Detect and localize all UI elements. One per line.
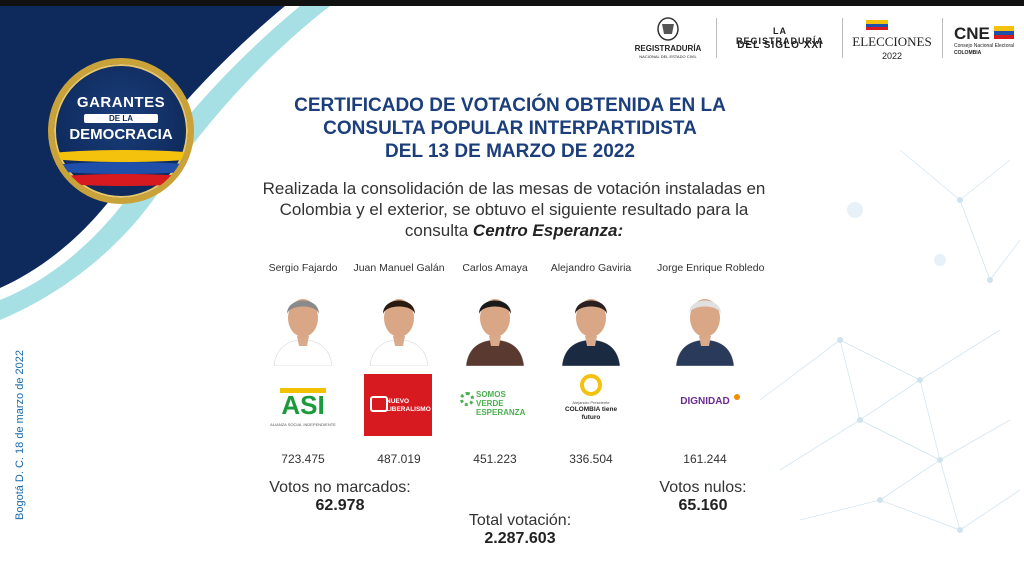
- flag-stripe-yellow: [54, 150, 188, 162]
- party-name: COLOMBIA tiene futuro: [564, 406, 618, 421]
- intro-line1: Realizada la consolidación de las mesas …: [262, 179, 766, 198]
- cne-flag-icon: [994, 26, 1014, 39]
- candidate-votes: 336.504: [569, 452, 613, 466]
- party-logo: SOMOS VERDE ESPERANZA: [460, 382, 530, 440]
- candidate-card: Jorge Enrique Robledo DIGNIDAD 161.244: [657, 262, 765, 466]
- registraduria-line2: NACIONAL DEL ESTADO CIVIL: [639, 54, 697, 59]
- garantes-democracia-badge: GARANTES DE LA DEMOCRACIA: [48, 58, 194, 204]
- candidate-card: Alejandro Gaviria Alejandro Presidente COL…: [543, 262, 639, 466]
- siglo-line2: DEL SIGLO XXI: [737, 40, 823, 51]
- no-marcados-label: Votos no marcados:: [269, 479, 411, 496]
- candidate-name: Alejandro Gaviria: [550, 262, 632, 274]
- title-line2: CONSULTA POPULAR INTERPARTIDISTA: [323, 118, 697, 139]
- cne-line2: Consejo Nacional Electoral: [954, 43, 1015, 49]
- top-bar: [0, 0, 1024, 6]
- total-label: Total votación:: [468, 512, 572, 529]
- candidate-votes: 161.244: [683, 452, 727, 466]
- title-line3: DEL 13 DE MARZO DE 2022: [385, 141, 635, 162]
- logo-separator: [842, 18, 843, 58]
- party-logo: DIGNIDAD: [670, 382, 740, 440]
- no-marcados-value: 62.978: [315, 497, 365, 514]
- elecciones-line2: 2022: [881, 51, 903, 61]
- candidate-card: Sergio Fajardo ASI ALIANZA SOCIAL INDEPEND…: [255, 262, 351, 466]
- cne-line3: COLOMBIA: [954, 50, 982, 56]
- candidate-photo: [462, 284, 528, 366]
- elecciones-logo: ELECCIONES 2022: [852, 18, 932, 64]
- candidate-name: Carlos Amaya: [462, 262, 528, 274]
- candidate-votes: 487.019: [377, 452, 421, 466]
- nulos-value: 65.160: [678, 497, 728, 514]
- party-name: ASI: [281, 390, 325, 420]
- party-subtitle: Alejandro Presidente: [572, 400, 610, 405]
- elecciones-line1: ELECCIONES: [852, 34, 932, 49]
- registraduria-logo: REGISTRADURÍA NACIONAL DEL ESTADO CIVIL: [632, 16, 704, 62]
- party-logo: ASI ALIANZA SOCIAL INDEPENDIENTE: [268, 382, 338, 440]
- votos-no-marcados: Votos no marcados: 62.978: [250, 479, 430, 515]
- nulos-label: Votos nulos:: [659, 479, 747, 496]
- candidate-card: Juan Manuel Galán NUEVO LIBERALISMO 487.01…: [351, 262, 447, 466]
- intro-line2: Colombia y el exterior, se obtuvo el sig…: [279, 200, 749, 219]
- badge-line2: DE LA: [84, 114, 158, 123]
- candidate-photo: [558, 284, 624, 366]
- registraduria-line1: REGISTRADURÍA: [634, 44, 702, 53]
- votos-nulos: Votos nulos: 65.160: [630, 479, 776, 515]
- party-logo: NUEVO LIBERALISMO: [364, 374, 434, 440]
- party-logo: Alejandro Presidente COLOMBIA tiene futur…: [556, 374, 626, 440]
- side-date: Bogotá D. C. 18 de marzo de 2022: [14, 350, 26, 520]
- logo-separator: [716, 18, 717, 58]
- coat-of-arms-icon: [657, 17, 679, 41]
- candidate-name: Sergio Fajardo: [268, 262, 338, 274]
- candidate-votes: 723.475: [281, 452, 325, 466]
- badge-line1: GARANTES: [76, 94, 166, 111]
- certificate-title: CERTIFICADO DE VOTACIÓN OBTENIDA EN LA C…: [250, 94, 770, 163]
- flag-stripe-blue: [54, 162, 188, 174]
- candidate-photo: [672, 284, 738, 366]
- siglo-line1: LA REGISTRADURÍA: [735, 26, 824, 46]
- cne-line1: CNE: [954, 24, 990, 43]
- party-subtitle: ALIANZA SOCIAL INDEPENDIENTE: [270, 422, 336, 427]
- candidate-photo: [366, 284, 432, 366]
- total-value: 2.287.603: [484, 530, 556, 547]
- candidate-name: Juan Manuel Galán: [353, 262, 445, 274]
- intro-text: Realizada la consolidación de las mesas …: [240, 178, 788, 241]
- candidate-name: Jorge Enrique Robledo: [657, 262, 765, 274]
- candidate-card: Carlos Amaya SOMOS VERDE ESPERANZA 451.223: [447, 262, 543, 466]
- flag-mark-icon: [866, 20, 888, 30]
- candidate-votes: 451.223: [473, 452, 517, 466]
- logo-separator: [942, 18, 943, 58]
- party-name: SOMOS VERDE ESPERANZA: [476, 390, 526, 417]
- total-votacion: Total votación: 2.287.603: [440, 512, 600, 548]
- title-line1: CERTIFICADO DE VOTACIÓN OBTENIDA EN LA: [294, 95, 726, 116]
- party-name: NUEVO LIBERALISMO: [386, 398, 431, 413]
- badge-line3: DEMOCRACIA: [69, 126, 173, 143]
- intro-line3-prefix: consulta: [404, 221, 469, 240]
- consulta-name: Centro Esperanza:: [472, 221, 624, 240]
- flag-stripe-red: [54, 174, 188, 186]
- registraduria-siglo-logo: LA REGISTRADURÍA DEL SIGLO XXI: [728, 26, 832, 56]
- party-name: DIGNIDAD: [680, 396, 730, 407]
- cne-logo: CNE Consejo Nacional Electoral COLOMBIA: [954, 24, 1016, 58]
- candidate-photo: [270, 284, 336, 366]
